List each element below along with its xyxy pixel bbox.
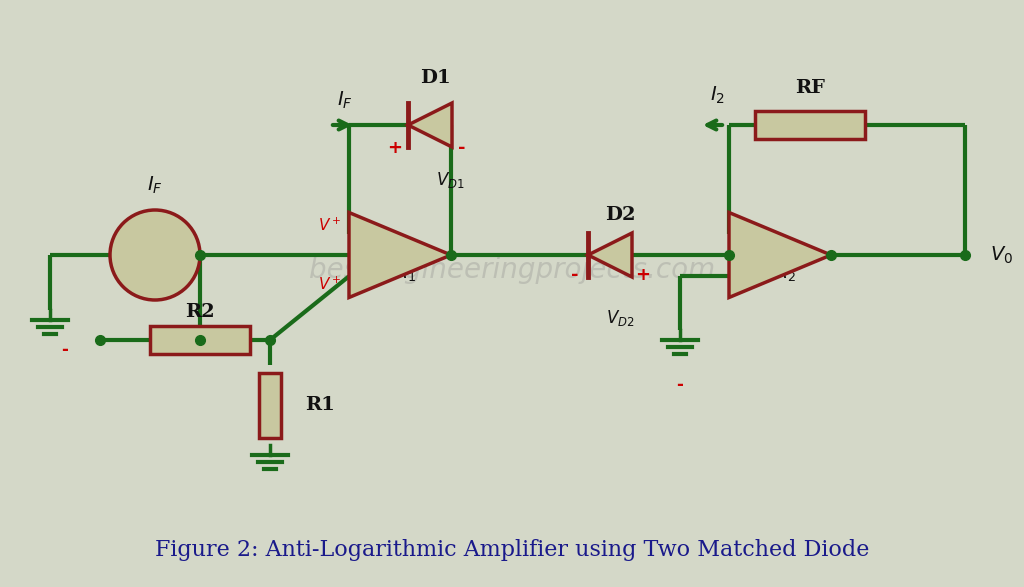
Polygon shape (349, 212, 451, 298)
Text: R2: R2 (185, 303, 215, 321)
Circle shape (110, 210, 200, 300)
Text: D1: D1 (420, 69, 451, 87)
Polygon shape (729, 212, 831, 298)
Polygon shape (408, 103, 452, 147)
Text: -: - (61, 341, 69, 359)
Text: -: - (571, 266, 579, 284)
Bar (150, 326, 250, 354)
Text: RF: RF (795, 79, 825, 97)
Text: -: - (365, 229, 374, 249)
Text: Figure 2: Anti-Logarithmic Amplifier using Two Matched Diode: Figure 2: Anti-Logarithmic Amplifier usi… (155, 539, 869, 561)
Polygon shape (588, 233, 632, 277)
Text: $V_{D1}$: $V_{D1}$ (435, 170, 464, 190)
Text: -: - (744, 229, 754, 249)
Text: R1: R1 (305, 396, 335, 414)
Text: -: - (459, 139, 466, 157)
Text: $V^+$: $V^+$ (317, 217, 341, 234)
Text: $I_2$: $I_2$ (711, 85, 725, 106)
Text: D2: D2 (605, 206, 635, 224)
Text: +: + (636, 266, 650, 284)
Bar (755, 111, 865, 139)
Text: $V^+$: $V^+$ (317, 276, 341, 293)
Text: +: + (359, 261, 378, 281)
Text: $I_F$: $I_F$ (147, 174, 163, 195)
Text: bestengineeringprojects.com: bestengineeringprojects.com (309, 256, 715, 284)
Text: -: - (677, 376, 683, 394)
Text: $I_F$: $I_F$ (337, 89, 353, 111)
Text: $V_0$: $V_0$ (990, 244, 1013, 266)
Text: $A_2$: $A_2$ (774, 263, 796, 283)
Text: $A_1$: $A_1$ (394, 263, 416, 283)
Text: +: + (739, 261, 759, 281)
Bar (259, 373, 281, 437)
Text: $V_{D2}$: $V_{D2}$ (606, 308, 634, 328)
Text: +: + (387, 139, 402, 157)
